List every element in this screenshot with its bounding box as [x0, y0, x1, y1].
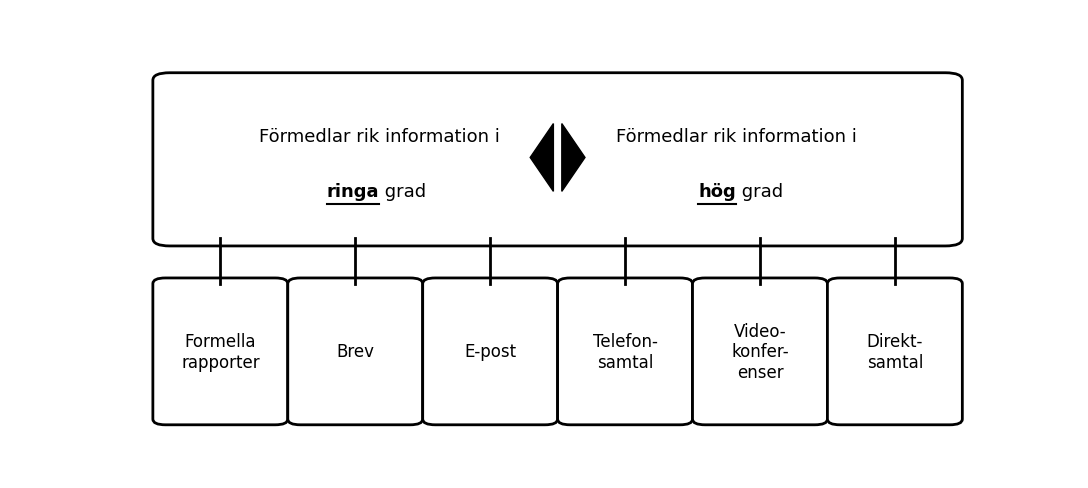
- Text: Förmedlar rik information i: Förmedlar rik information i: [259, 127, 499, 145]
- Text: Brev: Brev: [336, 343, 374, 361]
- FancyBboxPatch shape: [152, 278, 287, 425]
- FancyBboxPatch shape: [152, 74, 963, 246]
- Text: hög: hög: [698, 183, 735, 201]
- Text: ringa: ringa: [326, 183, 380, 201]
- Text: ringa: ringa: [326, 183, 380, 201]
- Text: E-post: E-post: [465, 343, 516, 361]
- FancyBboxPatch shape: [693, 278, 828, 425]
- FancyBboxPatch shape: [422, 278, 558, 425]
- FancyBboxPatch shape: [827, 278, 962, 425]
- Text: Direkt-
samtal: Direkt- samtal: [867, 332, 923, 371]
- Text: Telefon-
samtal: Telefon- samtal: [593, 332, 657, 371]
- FancyBboxPatch shape: [287, 278, 422, 425]
- Polygon shape: [561, 124, 585, 192]
- Text: grad: grad: [380, 183, 426, 201]
- FancyBboxPatch shape: [557, 278, 692, 425]
- Polygon shape: [530, 124, 554, 192]
- Text: hög: hög: [698, 183, 735, 201]
- Text: Formella
rapporter: Formella rapporter: [181, 332, 260, 371]
- Text: Video-
konfer-
enser: Video- konfer- enser: [731, 322, 789, 382]
- Text: Förmedlar rik information i: Förmedlar rik information i: [616, 127, 856, 145]
- Text: grad: grad: [735, 183, 783, 201]
